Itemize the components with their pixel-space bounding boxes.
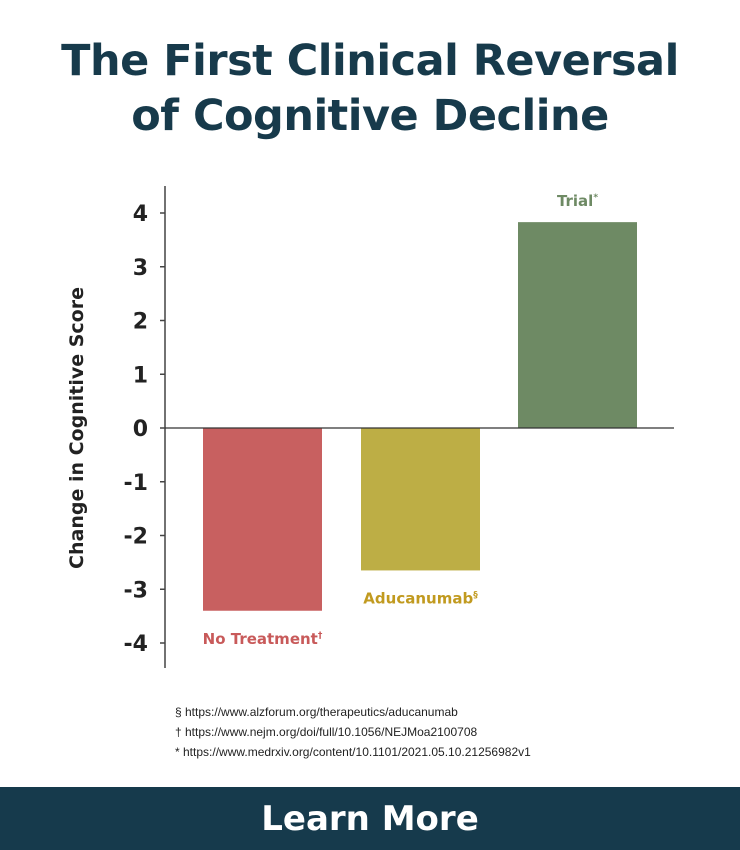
footnote-no-treatment[interactable]: † https://www.nejm.org/doi/full/10.1056/…: [175, 725, 478, 739]
y-tick-label: -2: [124, 525, 148, 550]
bar-aducanumab: [361, 428, 480, 571]
y-tick-label: -3: [124, 578, 148, 603]
y-tick-label: -1: [124, 471, 148, 496]
y-tick-label: 3: [133, 256, 148, 281]
page-title: The First Clinical Reversal of Cognitive…: [0, 34, 740, 144]
bar-no-treatment: [203, 428, 322, 611]
y-tick-label: 2: [133, 310, 148, 335]
y-tick-label: -4: [124, 632, 148, 657]
y-axis-label: Change in Cognitive Score: [66, 287, 88, 569]
bar-label: Trial*: [557, 192, 598, 210]
footnote-trial[interactable]: * https://www.medrxiv.org/content/10.110…: [175, 745, 531, 759]
bar-label: Aducanumab§: [363, 589, 478, 607]
y-tick-label: 1: [133, 363, 148, 388]
learn-more-button[interactable]: Learn More: [0, 787, 740, 850]
footnote-aducanumab[interactable]: § https://www.alzforum.org/therapeutics/…: [175, 705, 458, 719]
learn-more-label: Learn More: [261, 798, 479, 839]
y-tick-label: 0: [133, 417, 148, 442]
title-line-2: of Cognitive Decline: [131, 91, 609, 141]
bar-trial: [518, 222, 637, 428]
y-tick-label: 4: [133, 202, 148, 227]
bar-label: No Treatment†: [203, 630, 323, 648]
title-line-1: The First Clinical Reversal: [61, 36, 679, 86]
bar-chart: 4 3 2 1 0 -1 -2 -3 -4 Change in Cognitive Score No…: [66, 186, 674, 668]
footnotes: § https://www.alzforum.org/therapeutics/…: [175, 702, 531, 762]
